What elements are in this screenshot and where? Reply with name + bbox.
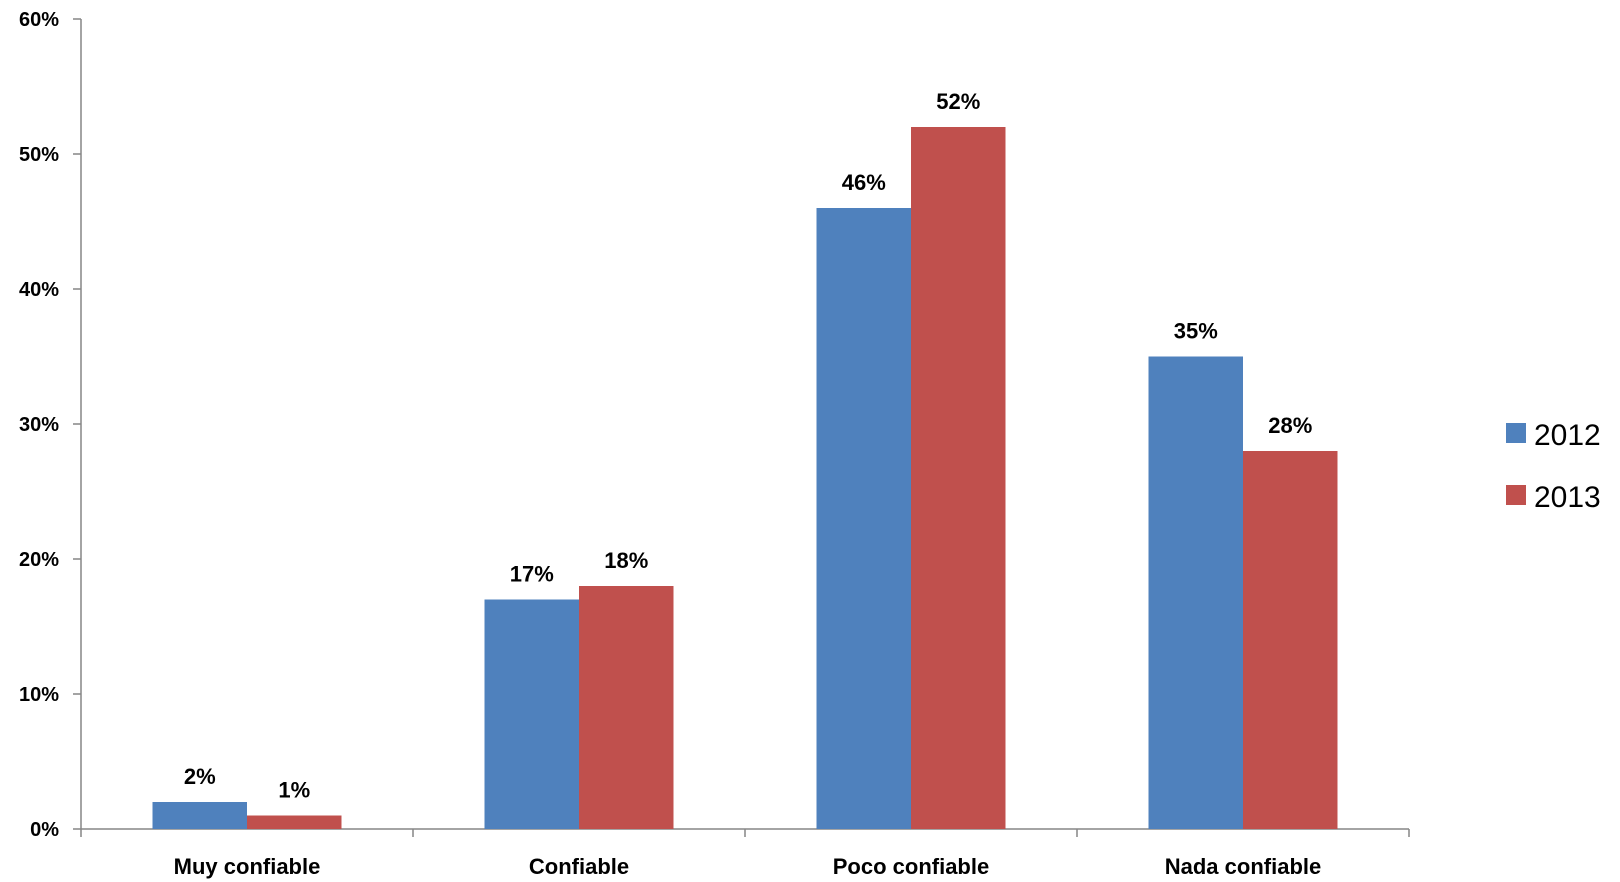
data-label: 46% <box>842 170 886 195</box>
y-tick-label: 60% <box>19 9 59 31</box>
y-tick-label: 30% <box>19 414 59 436</box>
bar-2013 <box>911 127 1006 829</box>
legend-swatch-2013 <box>1506 485 1526 505</box>
data-label: 1% <box>278 778 310 803</box>
legend-swatch-2012 <box>1506 423 1526 443</box>
bar-2012 <box>484 599 579 829</box>
y-tick-label: 10% <box>19 684 59 706</box>
bars <box>152 127 1338 829</box>
data-label: 17% <box>510 562 554 587</box>
y-tick-label: 40% <box>19 279 59 301</box>
bar-2012 <box>152 802 247 829</box>
data-label: 2% <box>184 764 216 789</box>
x-axis <box>80 828 1410 837</box>
data-label: 28% <box>1268 413 1312 438</box>
bar-2013 <box>247 815 342 829</box>
legend-label: 2012 <box>1534 419 1601 452</box>
bar-2012 <box>1148 356 1243 829</box>
x-tick-label: Nada confiable <box>1165 854 1321 879</box>
x-tick-label: Confiable <box>529 854 629 879</box>
bar-2013 <box>1243 451 1338 829</box>
y-tick-label: 20% <box>19 549 59 571</box>
category-labels: Muy confiable Confiable Poco confiable Nada… <box>174 854 1322 879</box>
legend-label: 2013 <box>1534 481 1601 514</box>
data-label: 18% <box>604 548 648 573</box>
y-axis: 0% 10% 20% 30% 40% 50% 60% <box>19 9 82 841</box>
x-tick-label: Poco confiable <box>833 854 989 879</box>
x-tick-label: Muy confiable <box>174 854 321 879</box>
y-tick-label: 50% <box>19 144 59 166</box>
data-label: 52% <box>936 89 980 114</box>
legend: 2012 2013 <box>1506 419 1601 514</box>
bar-2013 <box>579 586 674 829</box>
bar-2012 <box>816 208 911 829</box>
y-tick-label: 0% <box>30 819 59 841</box>
data-label: 35% <box>1174 319 1218 344</box>
data-labels: 2% 1% 17% 18% 46% 52% 35% 28% <box>184 89 1312 803</box>
